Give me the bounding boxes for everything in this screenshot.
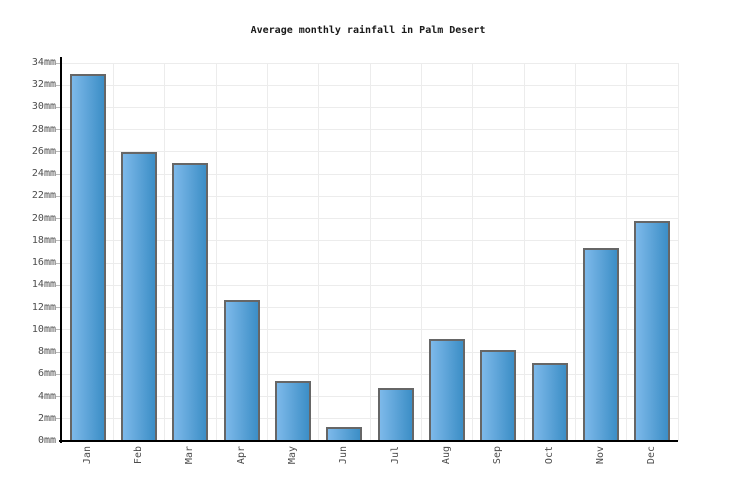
v-gridline: [318, 63, 320, 441]
v-gridline: [369, 63, 371, 441]
bar-may: [275, 381, 311, 441]
y-axis-label-6mm: 6mm: [37, 368, 56, 380]
month-label-apr: Apr: [235, 446, 247, 465]
bar-mar: [172, 163, 208, 441]
v-gridline: [677, 63, 679, 441]
y-axis-label-34mm: 34mm: [31, 57, 56, 68]
v-gridline: [626, 63, 628, 441]
y-axis-tick: [56, 218, 61, 220]
y-axis-label-32mm: 32mm: [31, 79, 56, 91]
bar-sep: [480, 350, 516, 441]
v-gridline: [523, 63, 525, 441]
y-axis-label-0mm: 0mm: [37, 435, 56, 446]
month-label-feb: Feb: [133, 446, 144, 465]
y-axis-tick: [56, 151, 61, 153]
bar-jan: [70, 74, 106, 441]
y-axis-label-24mm: 24mm: [31, 168, 56, 180]
y-axis-label-20mm: 20mm: [31, 212, 56, 224]
y-axis-tick: [56, 307, 61, 309]
y-axis-label-18mm: 18mm: [31, 234, 56, 246]
y-axis-tick: [56, 351, 61, 353]
v-gridline: [420, 63, 422, 441]
month-label-mar: Mar: [184, 446, 196, 465]
y-axis-tick: [56, 129, 61, 131]
month-label-aug: Aug: [441, 446, 452, 465]
bar-nov: [583, 248, 619, 441]
y-axis-label-28mm: 28mm: [31, 123, 56, 135]
y-axis-label-12mm: 12mm: [31, 301, 56, 313]
y-axis-label-14mm: 14mm: [31, 279, 56, 291]
y-axis-label-4mm: 4mm: [37, 390, 56, 402]
y-axis-tick: [56, 106, 61, 108]
y-axis-tick: [56, 262, 61, 264]
bar-dec: [634, 221, 670, 441]
y-axis-tick: [56, 84, 61, 86]
y-axis-line: [60, 57, 62, 443]
month-label-jan: Jan: [81, 446, 93, 465]
month-label-sep: Sep: [492, 446, 504, 465]
y-axis-label-26mm: 26mm: [31, 145, 56, 157]
v-gridline: [112, 63, 114, 441]
x-axis-line: [59, 440, 678, 442]
month-label-jun: Jun: [338, 446, 350, 465]
bar-aug: [429, 339, 465, 441]
chart-title: Average monthly rainfall in Palm Desert: [250, 25, 486, 36]
y-axis-label-16mm: 16mm: [31, 257, 56, 269]
month-label-may: May: [287, 446, 298, 465]
y-axis-tick: [56, 195, 61, 197]
y-axis-label-30mm: 30mm: [31, 101, 56, 113]
y-axis-tick: [56, 284, 61, 286]
y-axis-tick: [56, 173, 61, 175]
bar-apr: [224, 300, 260, 441]
y-axis-tick: [56, 240, 61, 242]
y-axis-tick: [56, 373, 61, 375]
month-label-jul: Jul: [389, 446, 401, 465]
v-gridline: [215, 63, 217, 441]
y-axis-tick: [56, 396, 61, 398]
month-label-dec: Dec: [646, 446, 658, 465]
bar-jun: [326, 427, 362, 441]
bar-jul: [378, 388, 414, 441]
month-label-nov: Nov: [595, 446, 606, 465]
v-gridline: [574, 63, 576, 441]
y-axis-tick: [56, 62, 61, 64]
y-axis-tick: [56, 329, 61, 331]
y-axis-label-22mm: 22mm: [31, 190, 56, 202]
y-axis-label-10mm: 10mm: [31, 323, 56, 335]
y-axis-tick: [56, 418, 61, 420]
month-label-oct: Oct: [543, 446, 555, 465]
y-axis-label-8mm: 8mm: [37, 346, 56, 358]
bar-oct: [532, 363, 568, 441]
bar-feb: [121, 152, 157, 441]
v-gridline: [472, 63, 474, 441]
y-axis-label-2mm: 2mm: [37, 412, 56, 424]
v-gridline: [266, 63, 268, 441]
v-gridline: [164, 63, 166, 441]
